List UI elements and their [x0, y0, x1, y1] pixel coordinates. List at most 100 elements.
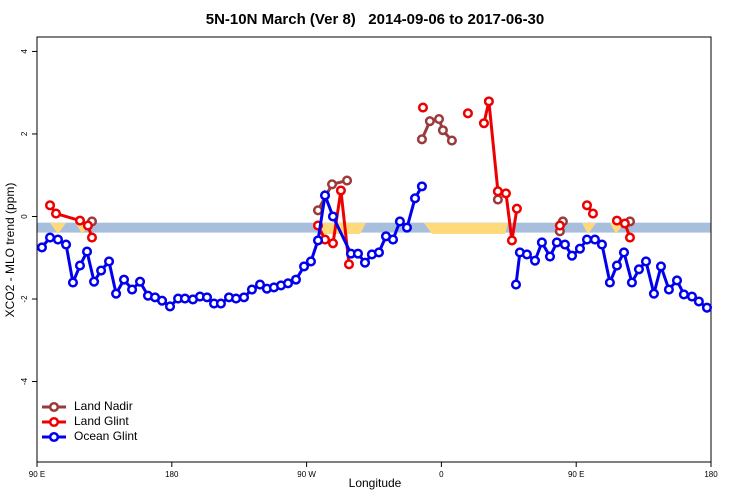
- data-point: [52, 234, 64, 245]
- data-point: [82, 220, 93, 231]
- data-point: [492, 194, 503, 205]
- data-point: [305, 256, 316, 267]
- data-point: [529, 255, 541, 266]
- data-point: [36, 242, 47, 253]
- plot-frame: [36, 36, 712, 463]
- data-point: [343, 259, 355, 270]
- reference-band: [37, 222, 711, 233]
- data-point: [633, 264, 645, 275]
- data-point: [327, 238, 339, 249]
- x-tick-label: 180: [704, 470, 718, 479]
- data-point: [589, 234, 600, 245]
- data-point: [416, 181, 427, 192]
- data-point: [67, 277, 78, 288]
- data-point: [179, 293, 191, 304]
- x-tick-label: 90 E: [29, 470, 45, 479]
- chart-title: 5N-10N March (Ver 8) 2014-09-06 to 2017-…: [206, 11, 545, 28]
- data-point: [678, 289, 689, 300]
- data-point: [551, 237, 562, 248]
- data-point: [618, 247, 630, 258]
- data-point: [246, 284, 257, 295]
- data-point: [61, 239, 72, 250]
- legend-marker: [48, 431, 60, 443]
- data-point: [327, 211, 339, 222]
- y-axis-label: XCO2 - MLO trend (ppm): [3, 183, 17, 318]
- data-point: [424, 116, 435, 127]
- x-axis-label: Longitude: [349, 476, 402, 490]
- data-point: [74, 215, 86, 226]
- data-point: [409, 193, 421, 204]
- x-tick-label: 0: [439, 470, 444, 479]
- data-point: [44, 232, 56, 243]
- y-tick-label: -2: [20, 295, 29, 303]
- data-point: [373, 247, 384, 258]
- y-tick-label: -4: [20, 377, 29, 385]
- data-point: [103, 256, 115, 267]
- data-point: [157, 295, 168, 306]
- data-point: [433, 114, 445, 125]
- data-point: [282, 278, 294, 289]
- data-point: [604, 277, 615, 288]
- data-point: [394, 216, 405, 227]
- y-tick-label: 4: [20, 49, 29, 54]
- data-point: [299, 261, 310, 272]
- data-point: [290, 274, 302, 285]
- data-point: [319, 190, 331, 201]
- data-point: [544, 251, 556, 262]
- legend-marker: [48, 401, 60, 413]
- data-point: [127, 284, 138, 295]
- data-point: [437, 125, 448, 136]
- data-point: [462, 108, 473, 119]
- legend-label: Land Glint: [74, 414, 129, 428]
- data-point: [566, 250, 578, 261]
- data-point: [50, 208, 62, 219]
- x-tick-label: 90 E: [568, 470, 584, 479]
- data-point: [254, 279, 266, 290]
- x-tick-label: 180: [165, 470, 179, 479]
- data-point: [201, 292, 213, 303]
- legend-label: Ocean Glint: [74, 429, 138, 443]
- data-point: [596, 239, 608, 250]
- data-point: [231, 293, 242, 304]
- data-point: [506, 235, 517, 246]
- data-point: [686, 291, 698, 302]
- data-point: [511, 203, 522, 214]
- data-point: [701, 302, 713, 313]
- data-point: [483, 96, 494, 107]
- data-point: [446, 135, 457, 146]
- data-point: [312, 205, 324, 216]
- data-point: [611, 260, 622, 271]
- data-point: [417, 102, 429, 113]
- data-point: [619, 218, 630, 229]
- data-point: [387, 234, 399, 245]
- data-point: [44, 200, 56, 211]
- data-point: [640, 256, 652, 267]
- data-point: [327, 179, 338, 190]
- x-tick-label: 90 W: [297, 470, 316, 479]
- data-point: [134, 276, 146, 287]
- data-point: [581, 200, 593, 211]
- data-point: [559, 239, 571, 250]
- data-point: [401, 222, 413, 233]
- data-point: [663, 284, 674, 295]
- data-point: [693, 296, 704, 307]
- data-point: [492, 186, 503, 197]
- band-highlights: [50, 223, 624, 234]
- data-point: [215, 298, 226, 309]
- data-point: [335, 185, 346, 196]
- data-point: [655, 261, 667, 272]
- data-point: [238, 292, 250, 303]
- y-tick-label: 0: [20, 214, 29, 219]
- data-point: [536, 237, 547, 248]
- data-point: [352, 248, 364, 259]
- data-point: [111, 288, 122, 299]
- data-point: [96, 265, 107, 276]
- data-point: [521, 249, 532, 260]
- data-point: [671, 275, 683, 286]
- data-point: [341, 175, 353, 186]
- data-point: [81, 246, 93, 257]
- legend-label: Land Nadir: [74, 399, 133, 413]
- data-point: [416, 134, 427, 145]
- data-point: [626, 277, 637, 288]
